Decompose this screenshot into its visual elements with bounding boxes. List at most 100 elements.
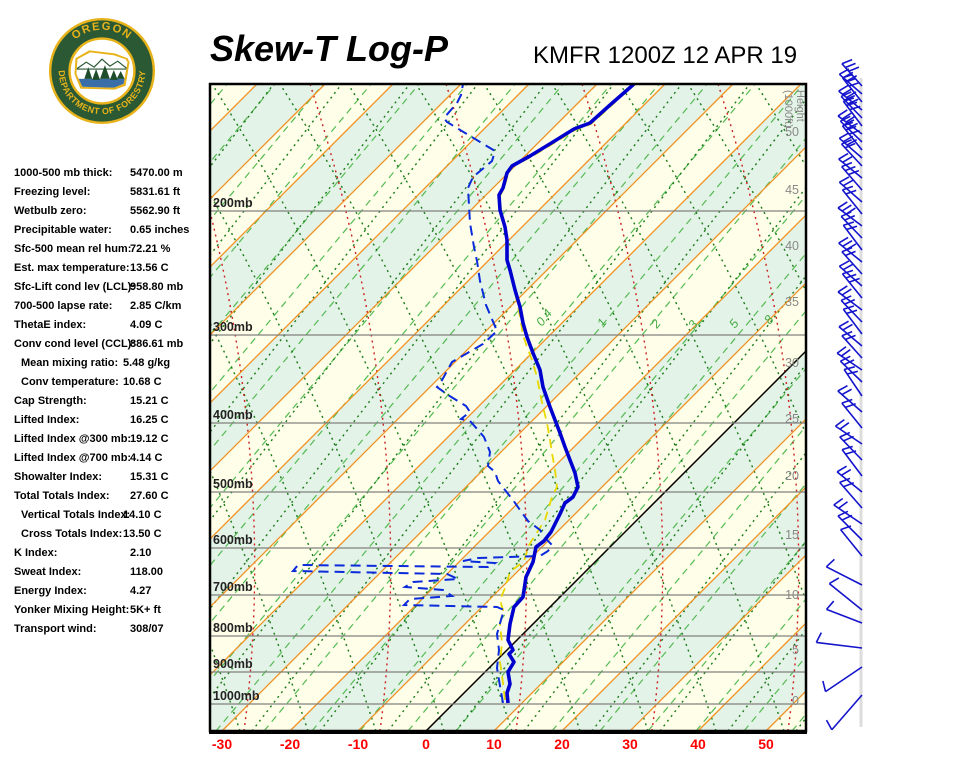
wind-barb	[841, 398, 863, 429]
wind-barb	[839, 525, 863, 557]
stat-value: 886.61 mb	[130, 338, 184, 350]
stat-row: Transport wind: 308/07	[14, 623, 214, 642]
stat-row: Freezing level: 5831.61 ft	[14, 186, 214, 205]
stat-row: Yonker Mixing Height: 5K+ ft	[14, 604, 214, 623]
temp-axis-labels: -30 -20 -10 0 10 20 30 40 50	[212, 736, 774, 752]
temp-axis-label: -20	[280, 736, 300, 752]
logo-scene	[76, 52, 128, 88]
stat-row: Mean mixing ratio: 5.48 g/kg	[14, 357, 214, 376]
stat-label: Total Totals Index:	[14, 490, 110, 502]
temp-axis-label: 40	[690, 736, 706, 752]
wetbulb-curve	[499, 84, 635, 701]
wind-barb	[839, 115, 863, 143]
wind-barb	[841, 330, 863, 359]
wind-barb	[842, 221, 863, 251]
temp-axis-label: 30	[622, 736, 638, 752]
moist-adiabats-green	[210, 84, 806, 731]
stat-row: Vertical Totals Index: 14.10 C	[14, 509, 214, 528]
stat-value: 15.31 C	[130, 471, 169, 483]
stat-value: 72.21 %	[130, 243, 171, 255]
wind-barb	[840, 91, 863, 119]
stat-row: Sfc-Lift cond lev (LCL): 958.80 mb	[14, 281, 214, 300]
stat-value: 0.65 inches	[130, 224, 190, 236]
stat-row: Lifted Index @300 mb: 19.12 C	[14, 433, 214, 452]
pressure-label: 1000mb	[213, 689, 260, 703]
stat-label: Yonker Mixing Height:	[14, 604, 130, 616]
stat-row: Energy Index: 4.27	[14, 585, 214, 604]
wind-barb	[837, 510, 863, 541]
stat-value: 13.56 C	[130, 262, 169, 274]
stat-label: Conv temperature:	[21, 376, 119, 388]
height-tick-label: 25	[785, 412, 799, 426]
stat-label: Transport wind:	[14, 623, 97, 635]
stat-value: 4.14 C	[130, 452, 163, 464]
height-tick-label: 50	[785, 125, 799, 139]
wind-barb	[838, 320, 863, 347]
stat-value: 118.00	[130, 566, 164, 578]
height-tick-label: 35	[785, 295, 799, 309]
wind-barb	[839, 477, 863, 509]
pressure-gridlines	[210, 210, 806, 705]
stat-value: 5470.00 m	[130, 167, 183, 179]
stat-value: 5K+ ft	[130, 604, 161, 616]
pressure-label: 800mb	[213, 621, 253, 635]
temp-axis-label: 10	[486, 736, 502, 752]
stat-label: Precipitable water:	[14, 224, 112, 236]
height-tick-label: 10	[785, 588, 799, 602]
wind-barb	[836, 465, 863, 493]
wind-barb	[828, 577, 863, 611]
stat-row: Conv temperature: 10.68 C	[14, 376, 214, 395]
stat-row: Lifted Index: 16.25 C	[14, 414, 214, 433]
stat-label: Energy Index:	[14, 585, 87, 597]
wind-barb	[842, 97, 863, 127]
stat-row: 1000-500 mb thick: 5470.00 m	[14, 167, 214, 186]
height-tick-label: 40	[785, 239, 799, 253]
stat-row: Est. max temperature: 13.56 C	[14, 262, 214, 281]
pressure-label: 500mb	[213, 477, 253, 491]
pressure-label: 700mb	[213, 580, 253, 594]
temp-axis-label: 0	[422, 736, 430, 752]
stat-row: Cap Strength: 15.21 C	[14, 395, 214, 414]
wind-barb	[825, 558, 863, 586]
dewpoint-curve	[290, 84, 554, 704]
station-datetime: KMFR 1200Z 12 APR 19	[533, 42, 798, 69]
wind-barb	[838, 132, 863, 159]
temp-axis-label: 50	[758, 736, 774, 752]
logo-trees	[84, 65, 125, 80]
stat-value: 4.09 C	[130, 319, 163, 331]
stat-value: 5562.90 ft	[130, 205, 181, 217]
stat-value: 308/07	[130, 623, 164, 635]
odf-logo: OREGON DEPARTMENT OF FORESTRY	[48, 17, 156, 125]
isotherms	[210, 84, 806, 731]
stat-label: Mean mixing ratio:	[21, 357, 119, 369]
stat-label: Conv cond level (CCL):	[14, 338, 136, 350]
height-tick-label: 45	[785, 183, 799, 197]
stat-row: Precipitable water: 0.65 inches	[14, 224, 214, 243]
stat-label: Sfc-Lift cond lev (LCL):	[14, 281, 135, 293]
height-tick-label: 0	[792, 694, 799, 708]
stat-label: K Index:	[14, 547, 58, 559]
stat-value: 13.50 C	[123, 528, 162, 540]
wind-barb	[837, 384, 863, 413]
height-tick-label: 5	[792, 643, 799, 657]
wind-barb	[841, 73, 863, 103]
stat-value: 5.48 g/kg	[123, 357, 171, 369]
wind-barb	[841, 246, 863, 275]
freezing-isotherm	[425, 349, 806, 731]
height-tick-label: 30	[785, 356, 799, 370]
wind-barbs	[815, 58, 863, 731]
stat-value: 5831.61 ft	[130, 186, 181, 198]
wind-barb	[825, 694, 863, 731]
stat-label: Sweat Index:	[14, 566, 82, 578]
stat-label: Est. max temperature:	[14, 262, 130, 274]
stat-row: Showalter Index: 15.31 C	[14, 471, 214, 490]
temp-axis-label: -30	[212, 736, 232, 752]
stat-value: 14.10 C	[123, 509, 162, 521]
temp-axis-label: 20	[554, 736, 570, 752]
wind-barb	[843, 366, 863, 397]
page-title: Skew-T Log-P	[210, 28, 449, 69]
stat-value: 15.21 C	[130, 395, 169, 407]
